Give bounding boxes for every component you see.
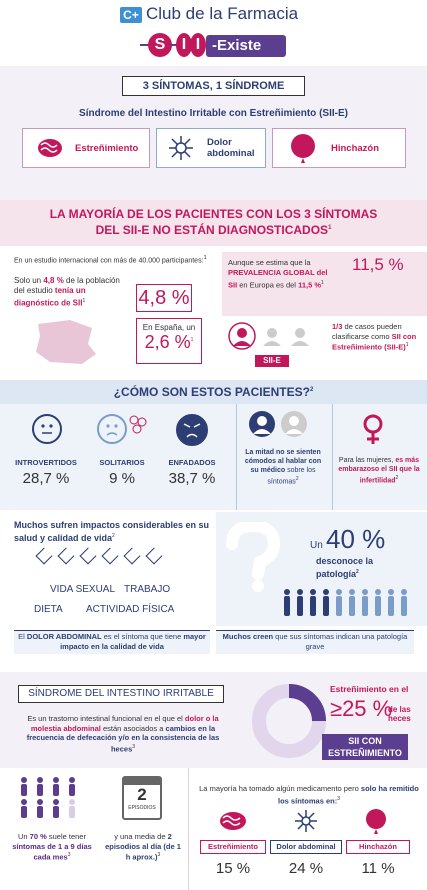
section-patients <box>0 404 427 510</box>
serious-bar <box>216 630 414 654</box>
sii-e-badge: SII-E <box>255 355 289 367</box>
pain-text: El DOLOR ABDOMINAL es el síntoma que tie… <box>18 632 206 651</box>
diagnosis-text: Solo un 4,8 % de la población del estudi… <box>14 276 120 308</box>
section-diagnosis-header <box>0 200 427 246</box>
study-note: En un estudio internacional con más de 4… <box>14 255 207 265</box>
unknown-prefix: Un <box>310 540 323 551</box>
keyword: ACTIVIDAD FÍSICA <box>86 604 175 615</box>
trait-label: ENFADADOS <box>168 458 216 467</box>
intestine-icon <box>38 139 62 157</box>
people-40pct-icon <box>284 589 407 616</box>
people-70pct-icon <box>21 777 75 818</box>
symptom-card-dolor: Dolor abdominal <box>156 128 266 168</box>
result-label-dolor: Dolor abdominal <box>270 840 342 854</box>
club-logo-icon: C+ <box>120 7 142 23</box>
neutral-face-icon <box>32 414 62 444</box>
brand-letter-i2: I <box>190 33 206 57</box>
serious-text: Muchos creen que sus síntomas indican un… <box>222 632 408 651</box>
trait-pct: 28,7 % <box>22 470 70 487</box>
heces-text-b: de las heces <box>388 705 411 723</box>
spain-box: En España, un 2,6 %1 <box>136 318 202 364</box>
keyword: DIETA <box>34 604 63 615</box>
result-label-hinchazon: Hinchazón <box>346 840 410 854</box>
symptom-label: Hinchazón <box>331 143 380 154</box>
section-patients-header <box>0 380 427 404</box>
pain-burst-icon <box>295 810 317 832</box>
definition-text: Es un trastorno intestinal funcional en … <box>26 714 220 753</box>
women-text: Para las mujeres, es más embarazoso el S… <box>338 457 420 485</box>
section-subtitle: Síndrome del Intestino Irritable con Est… <box>79 108 348 119</box>
freq-text: Un 70 % suele tener síntomas de 1 a 9 dí… <box>12 832 92 862</box>
keyword: TRABAJO <box>124 584 171 595</box>
result-pct: 24 % <box>288 860 324 877</box>
balloon-icon <box>366 809 386 834</box>
balloon-icon <box>291 134 315 163</box>
pain-burst-icon <box>169 136 193 160</box>
result-pct: 11 % <box>361 860 395 877</box>
brand-rest: -Existe <box>206 35 286 57</box>
trait-label: INTROVERTIDOS <box>15 458 77 467</box>
result-pct: 15 % <box>215 860 251 877</box>
unknown-pct: 40 % <box>326 524 386 554</box>
sii-estrenimiento-badge: SII CON ESTREÑIMIENTO <box>322 734 408 760</box>
section-title: ¿CÓMO SON ESTOS PACIENTES?2 <box>113 385 314 399</box>
pct-europe: 11,5 % <box>352 255 404 274</box>
result-label-estrenimiento: Estreñimiento <box>200 840 266 854</box>
divider <box>332 404 333 510</box>
bubbles-icon <box>129 415 147 434</box>
half-text: La mitad no se sienten cómodos al hablar… <box>244 449 322 486</box>
third-text: 1/3 de casos pueden clasificarse como SI… <box>332 322 417 352</box>
brand-letter-i1: I <box>176 33 192 57</box>
trait-pct: 38,7 % <box>168 470 216 487</box>
impact-text: Muchos sufren impactos considerables en … <box>14 520 210 543</box>
pct-international: 4,8 % <box>136 284 192 312</box>
symptom-label: Estreñimiento <box>75 143 139 154</box>
trait-pct: 9 % <box>109 470 135 487</box>
unknown-text: desconoce la patología2 <box>316 556 374 579</box>
prevalence-text: Aunque se estima que la PREVALENCIA GLOB… <box>228 258 328 290</box>
europe-panel <box>222 252 427 316</box>
medication-text: La mayoría ha tomado algún medicamento p… <box>199 784 419 806</box>
spain-map-icon <box>36 320 96 364</box>
section-title: LA MAYORÍA DE LOS PACIENTES CON LOS 3 SÍ… <box>49 207 378 237</box>
people-third-icon <box>228 322 309 350</box>
brand-letter-s: S <box>148 33 172 57</box>
episodes-text: y una media de 2 episodios al día (de 1 … <box>105 832 181 862</box>
keyword: VIDA SEXUAL <box>50 584 116 595</box>
divider <box>236 404 237 510</box>
brand-logo: S I I -Existe <box>140 33 286 61</box>
symptom-card-estrenimiento: Estreñimiento <box>22 128 150 168</box>
symptom-card-hinchazon: Hinchazón <box>272 128 406 168</box>
question-mark-icon <box>226 522 281 592</box>
female-symbol-icon <box>363 414 383 444</box>
sad-face-icon <box>97 414 127 444</box>
pain-bar <box>14 630 210 654</box>
angry-face-icon <box>176 414 208 446</box>
trait-label: SOLITARIOS <box>99 458 145 467</box>
doctor-patient-icon <box>249 411 307 437</box>
intestine-icon <box>220 812 246 830</box>
heces-pct: ≥25 % <box>330 696 393 721</box>
heces-donut-icon <box>252 684 326 758</box>
section-title: SÍNDROME DEL INTESTINO IRRITABLE <box>18 685 224 703</box>
calendar-icon: 2 EPISODIOS <box>122 776 162 820</box>
section-title: 3 SÍNTOMAS, 1 SÍNDROME <box>122 76 305 96</box>
heces-text-a: Estreñimiento en el <box>330 684 409 694</box>
symptom-label: Dolor abdominal <box>207 137 255 159</box>
divider <box>188 768 189 890</box>
logo-text: Club de la Farmacia <box>146 4 299 23</box>
